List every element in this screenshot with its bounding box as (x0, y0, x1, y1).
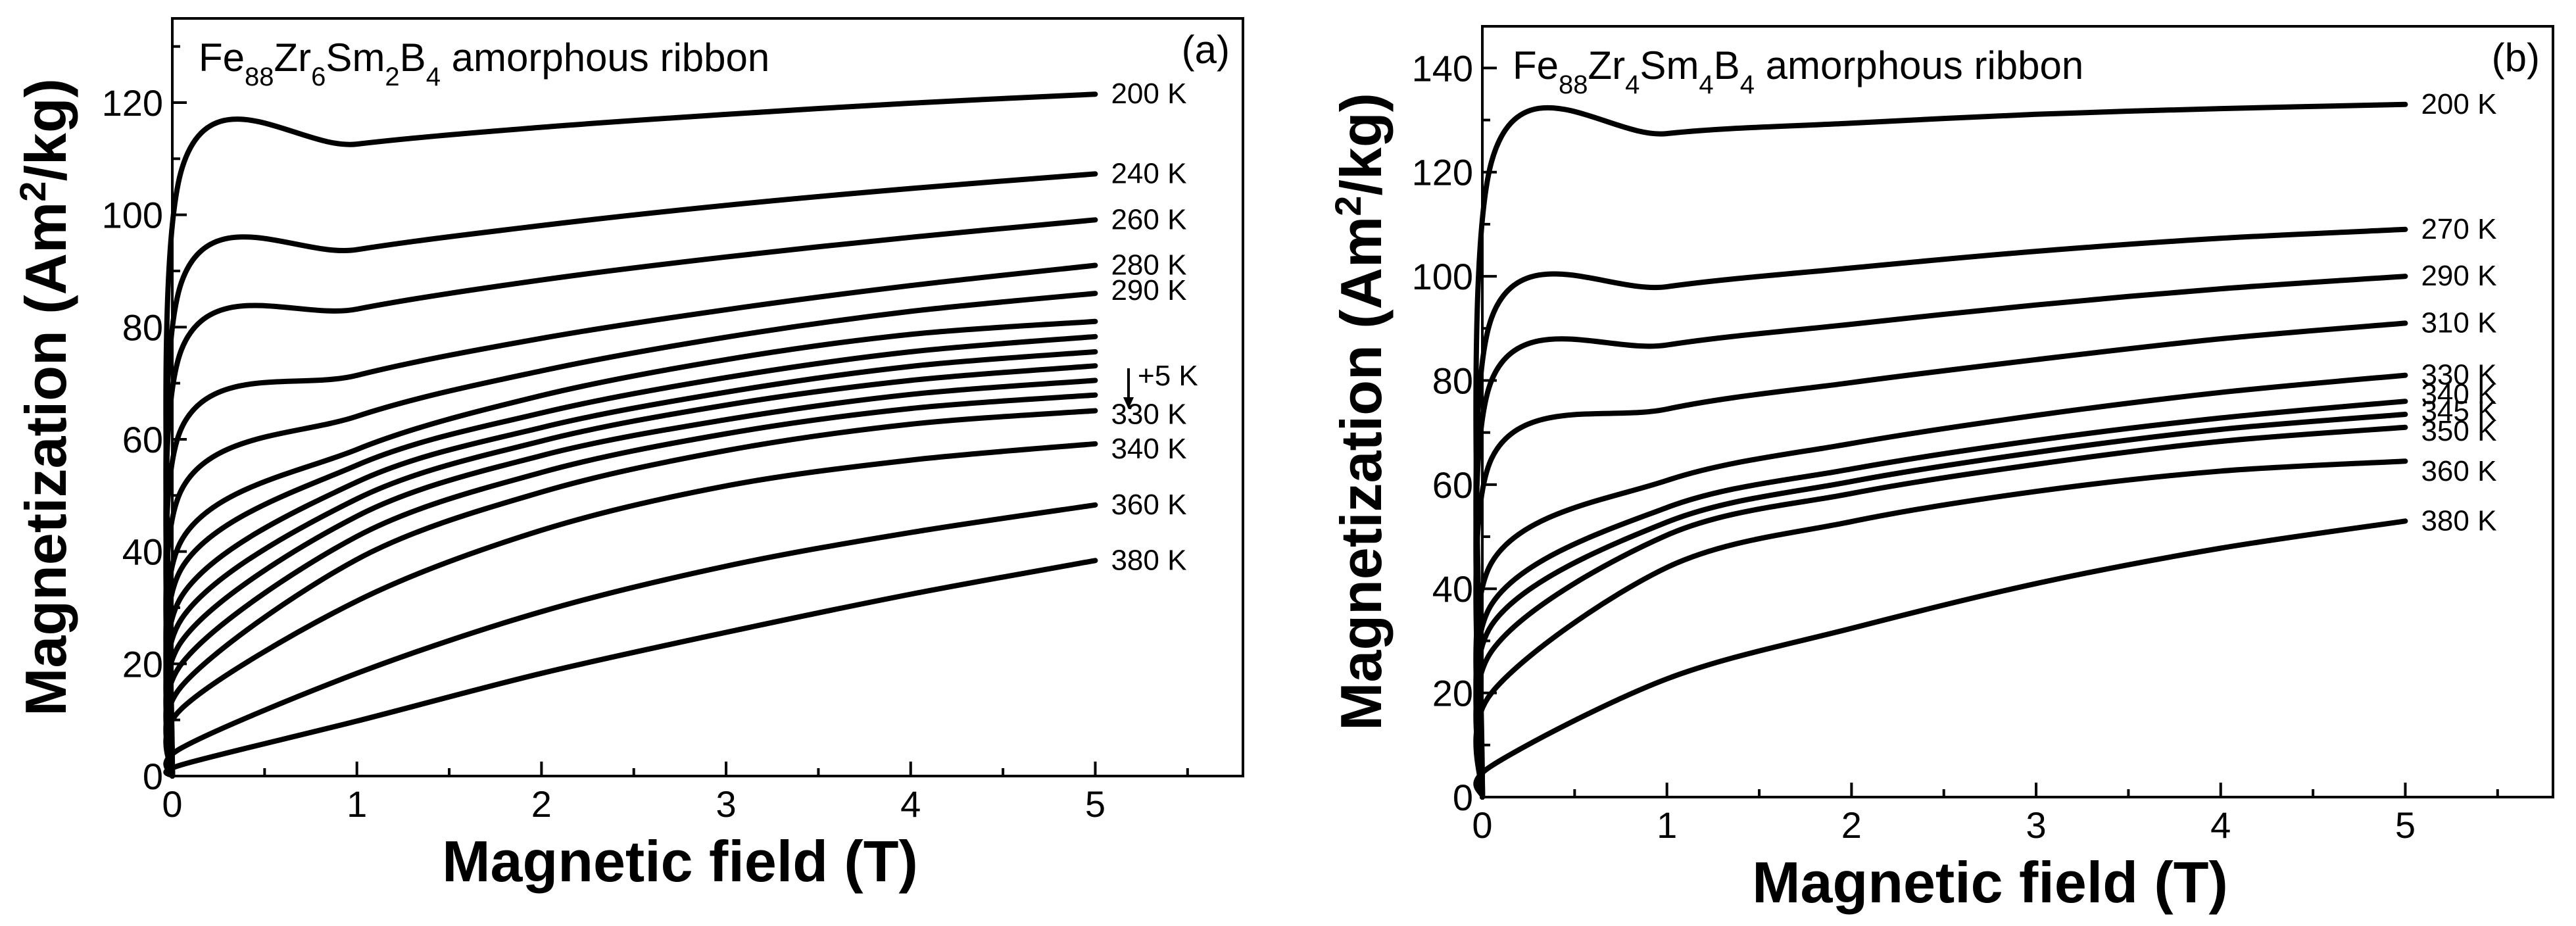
curves-b (1473, 101, 2408, 800)
series-label: 260 K (1111, 203, 1186, 235)
y-axis-title-b: Magnetization (Am2/kg) (1327, 93, 1394, 731)
panel-label-a: (a) (1182, 28, 1230, 72)
series-curve (163, 408, 1098, 779)
series-curve (163, 378, 1098, 779)
y-tick-label: 100 (102, 195, 163, 236)
series-curve (163, 363, 1098, 779)
series-label: 380 K (2421, 504, 2496, 537)
series-curve (1473, 424, 2408, 800)
x-tick-label: 2 (1841, 804, 1862, 846)
y-tick-label: 20 (1432, 673, 1473, 714)
x-tick-label: 4 (900, 783, 921, 825)
x-tick-label: 1 (347, 783, 367, 825)
series-label: 330 K (1111, 398, 1186, 430)
series-curve (1473, 372, 2408, 800)
series-curve (1473, 412, 2408, 800)
series-label: 310 K (2421, 306, 2496, 339)
x-tick-label: 0 (1472, 804, 1492, 846)
series-curve (1473, 518, 2408, 800)
series-label: 360 K (2421, 455, 2496, 487)
x-tick-label: 3 (716, 783, 736, 825)
y-axis-title-a: Magnetization (Am2/kg) (12, 78, 79, 716)
chart-panel-a: Fe88Zr6Sm2B4 amorphous ribbon (a) Magnet… (12, 17, 1244, 894)
y-tick-label: 80 (122, 306, 163, 348)
y-tick-label: 100 (1412, 256, 1473, 297)
series-curve (163, 441, 1098, 779)
series-label: 350 K (2421, 415, 2496, 447)
series-curve (1473, 226, 2408, 800)
y-tick-label: 40 (1432, 568, 1473, 610)
x-tick-label: 4 (2210, 804, 2231, 846)
series-curve (1473, 399, 2408, 800)
series-curve (163, 291, 1098, 779)
series-label: 340 K (1111, 433, 1186, 465)
x-tick-label: 2 (531, 783, 552, 825)
series-label: 280 K (1111, 249, 1186, 281)
series-curve (1473, 274, 2408, 800)
curves-a (163, 91, 1098, 779)
x-tick-label: 3 (2026, 804, 2046, 846)
series-label: 380 K (1111, 544, 1186, 576)
step-annotation-a: +5 K (1123, 360, 1198, 409)
y-tick-label: 40 (122, 531, 163, 573)
y-tick-label: 20 (122, 643, 163, 685)
y-tick-label: 120 (1412, 152, 1473, 193)
series-curve (1473, 101, 2408, 800)
series-curve (1473, 458, 2408, 800)
x-tick-label: 5 (1085, 783, 1106, 825)
series-label: 240 K (1111, 157, 1186, 189)
series-curve (1473, 320, 2408, 800)
series-curve (163, 318, 1098, 779)
series-label: 290 K (1111, 274, 1186, 306)
chart-panel-b: Fe88Zr4Sm4B4 amorphous ribbon (b) Magnet… (1327, 25, 2554, 915)
y-tick-label: 140 (1412, 47, 1473, 89)
chart-title-a: Fe88Zr6Sm2B4 amorphous ribbon (199, 36, 769, 91)
step-annotation-label: +5 K (1138, 360, 1198, 392)
y-tick-label: 80 (1432, 360, 1473, 401)
panel-label-b: (b) (2492, 36, 2540, 80)
series-label: 330 K (2421, 359, 2496, 391)
series-label: 360 K (1111, 489, 1186, 521)
x-tick-label: 0 (162, 783, 182, 825)
axis-ticks-b: 0 1 2 3 4 5 0 20 40 60 80 100 120 140 (1412, 47, 2499, 846)
series-curve (163, 349, 1098, 779)
y-tick-label: 120 (102, 82, 163, 124)
x-axis-title-b: Magnetic field (T) (1752, 850, 2228, 915)
chart-title-b: Fe88Zr4Sm4B4 amorphous ribbon (1513, 43, 2083, 99)
series-curve (163, 392, 1098, 779)
y-tick-label: 0 (1453, 777, 1473, 818)
x-axis-title-a: Magnetic field (T) (442, 829, 918, 894)
x-tick-label: 1 (1657, 804, 1677, 846)
step-arrow-head (1123, 397, 1134, 409)
series-label: 290 K (2421, 260, 2496, 292)
series-label: 345 K (2421, 395, 2496, 427)
series-curve (163, 502, 1098, 779)
series-curve (163, 262, 1098, 779)
y-tick-label: 60 (1432, 464, 1473, 506)
series-curve (163, 217, 1098, 779)
series-label: 200 K (2421, 88, 2496, 120)
series-curve (163, 91, 1098, 779)
axis-ticks-a: 0 1 2 3 4 5 0 20 40 60 80 100 120 (102, 45, 1189, 825)
x-tick-label: 5 (2395, 804, 2416, 846)
series-label: 270 K (2421, 213, 2496, 245)
series-curve (163, 558, 1098, 779)
y-tick-label: 60 (122, 419, 163, 460)
series-label: 200 K (1111, 78, 1186, 110)
series-curve (163, 333, 1098, 779)
y-tick-label: 0 (143, 756, 163, 797)
series-curve (163, 171, 1098, 779)
series-label: 340 K (2421, 378, 2496, 410)
